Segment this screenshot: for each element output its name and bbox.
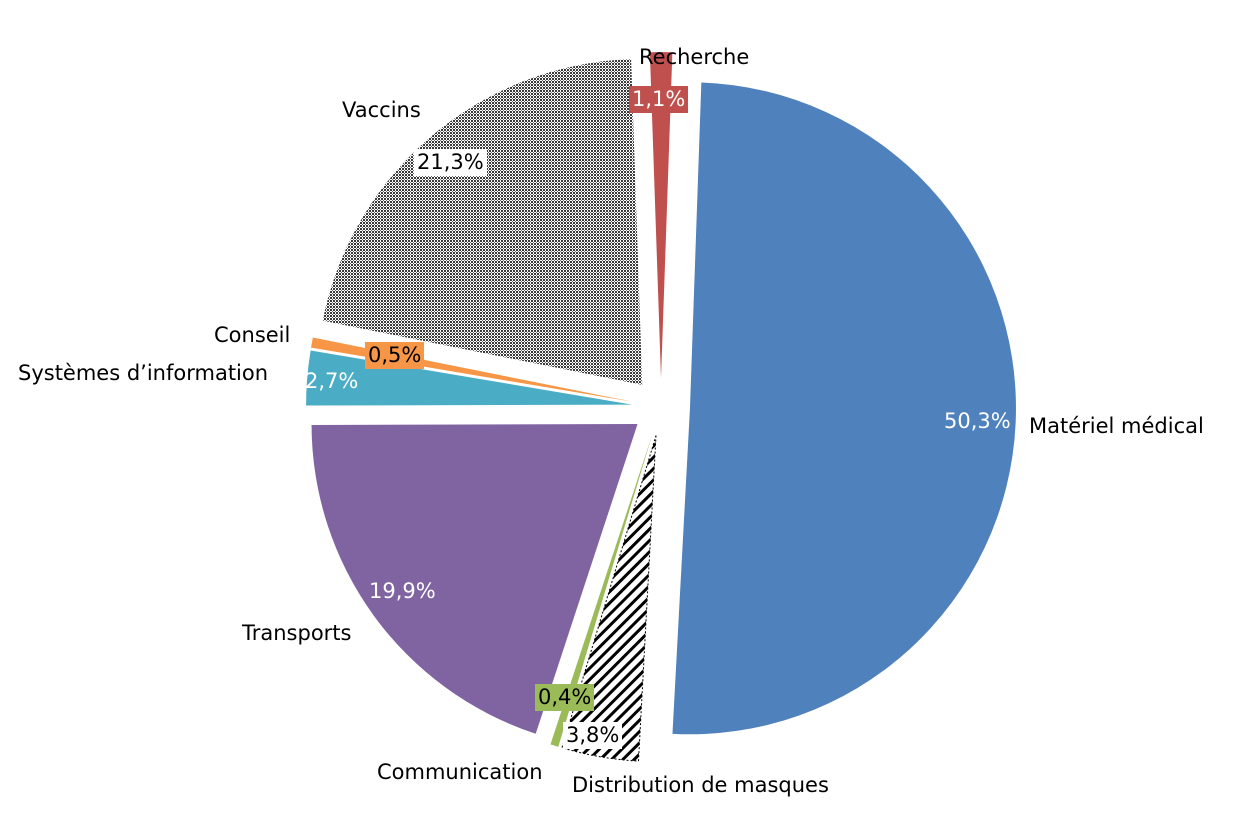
pie-slice-communication — [550, 434, 653, 747]
category-label-conseil: Conseil — [214, 323, 291, 347]
category-label-vaccins: Vaccins — [342, 98, 421, 122]
value-label-conseil: 0,5% — [365, 342, 425, 369]
pie-slice-transports — [311, 424, 638, 734]
value-label-communication: 0,4% — [535, 684, 595, 711]
category-label-materiel-medical: Matériel médical — [1029, 414, 1204, 438]
category-label-communication: Communication — [377, 760, 543, 784]
value-label-recherche: 1,1% — [629, 86, 689, 113]
category-label-recherche: Recherche — [639, 45, 750, 69]
category-label-distribution-masques: Distribution de masques — [572, 773, 829, 797]
value-label-systemes-information: 2,7% — [305, 369, 359, 393]
pie-slice-vaccins — [322, 59, 643, 385]
category-label-systemes-information: Systèmes d’information — [18, 361, 269, 385]
category-label-transports: Transports — [242, 621, 352, 645]
pie-slice-distribution-de-masques — [561, 435, 657, 762]
value-label-vaccins: 21,3% — [414, 149, 487, 176]
value-label-transports: 19,9% — [369, 579, 436, 603]
pie-slice-materiel-medical — [672, 82, 1016, 735]
value-label-distribution-masques: 3,8% — [563, 722, 623, 749]
pie-slice-recherche — [649, 51, 673, 378]
value-label-materiel-medical: 50,3% — [944, 409, 1011, 433]
